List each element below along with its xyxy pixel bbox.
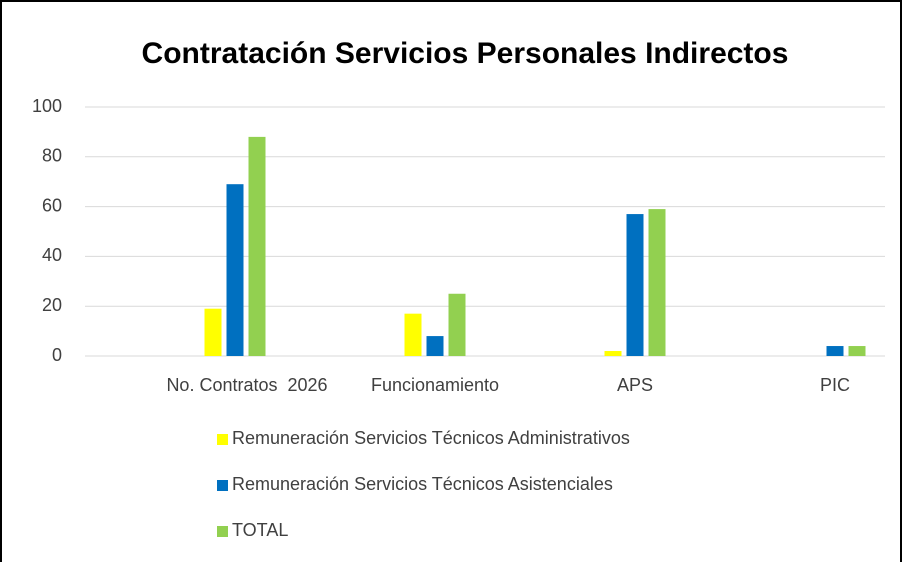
y-tick-label: 0	[52, 345, 62, 365]
bar	[826, 346, 844, 356]
y-tick-label: 20	[42, 295, 62, 315]
y-tick-label: 80	[42, 146, 62, 166]
chart-title: Contratación Servicios Personales Indire…	[142, 37, 789, 70]
x-tick-label: PIC	[820, 375, 850, 395]
bar	[426, 336, 444, 356]
bar	[648, 209, 666, 356]
legend-swatch	[217, 434, 228, 445]
bar	[604, 351, 622, 356]
x-tick-label: Funcionamiento	[371, 375, 499, 395]
x-tick-label: APS	[617, 375, 653, 395]
bar	[204, 308, 222, 356]
y-tick-label: 100	[32, 96, 62, 116]
bar	[626, 214, 644, 356]
bar	[226, 184, 244, 356]
bar	[848, 346, 866, 356]
legend-label: TOTAL	[232, 520, 288, 540]
legend-swatch	[217, 480, 228, 491]
bar	[404, 313, 422, 356]
legend-label: Remuneración Servicios Técnicos Asistenc…	[232, 474, 613, 494]
x-tick-label: No. Contratos 2026	[166, 375, 327, 395]
legend-label: Remuneración Servicios Técnicos Administ…	[232, 428, 630, 448]
y-tick-label: 60	[42, 195, 62, 215]
legend-swatch	[217, 526, 228, 537]
y-tick-label: 40	[42, 245, 62, 265]
bar	[448, 293, 466, 356]
bar	[248, 136, 266, 356]
